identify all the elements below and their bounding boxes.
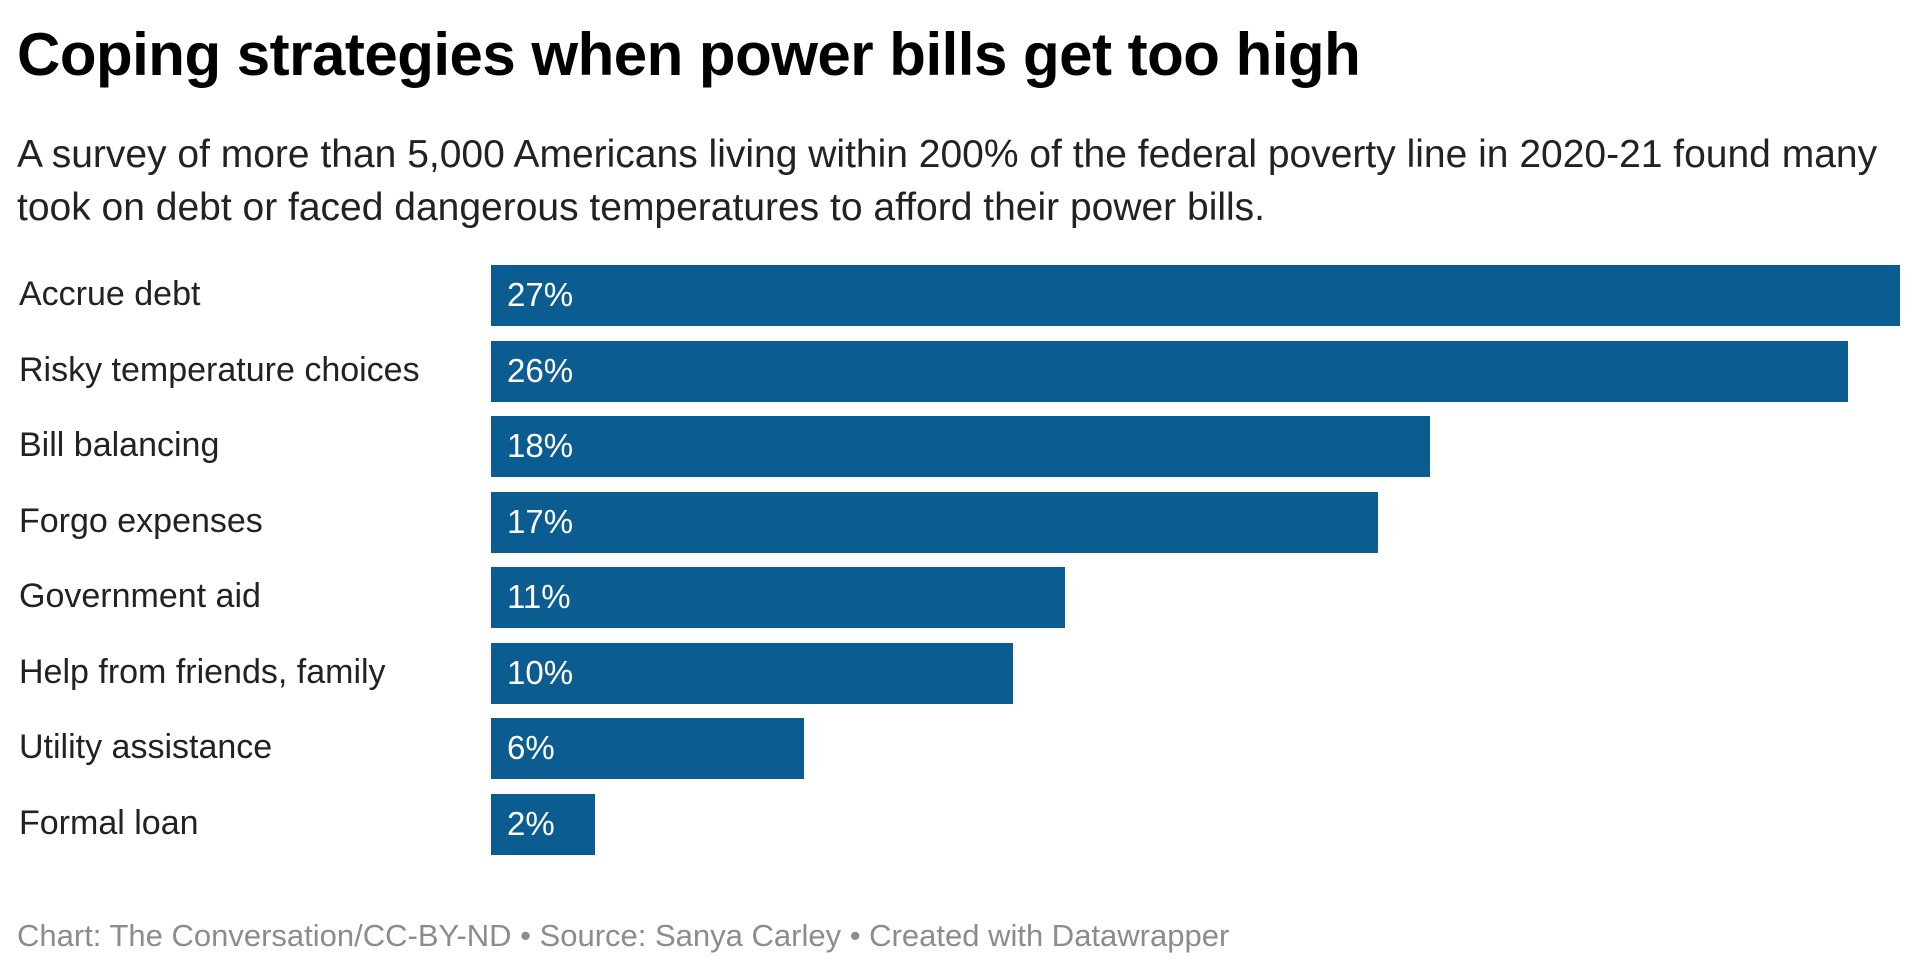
value-label: 11% — [507, 578, 571, 615]
chart-title: Coping strategies when power bills get t… — [17, 21, 1361, 88]
value-label: 18% — [507, 427, 574, 464]
value-label: 27% — [507, 276, 574, 313]
chart-footer: Chart: The Conversation/CC-BY-ND • Sourc… — [17, 918, 1230, 953]
category-label: Accrue debt — [19, 275, 201, 313]
bar — [491, 416, 1431, 477]
bar — [491, 567, 1066, 628]
category-label: Government aid — [19, 577, 261, 615]
value-label: 17% — [507, 502, 574, 540]
category-label: Help from friends, family — [19, 652, 386, 691]
category-label: Risky temperature choices — [19, 350, 420, 389]
category-label: Utility assistance — [19, 728, 273, 766]
category-label: Bill balancing — [19, 426, 220, 464]
bar — [491, 642, 1013, 704]
value-label: 10% — [507, 653, 574, 691]
bar — [491, 265, 1900, 326]
category-label: Forgo expenses — [19, 501, 263, 540]
bar — [491, 793, 596, 855]
bar — [491, 340, 1848, 402]
value-label: 26% — [507, 351, 574, 389]
bar — [491, 491, 1379, 553]
value-label: 2% — [507, 804, 555, 842]
chart-subtitle: A survey of more than 5,000 Americans li… — [17, 133, 1878, 229]
bar — [491, 718, 805, 779]
category-label: Formal loan — [19, 803, 199, 842]
value-label: 6% — [507, 729, 555, 766]
